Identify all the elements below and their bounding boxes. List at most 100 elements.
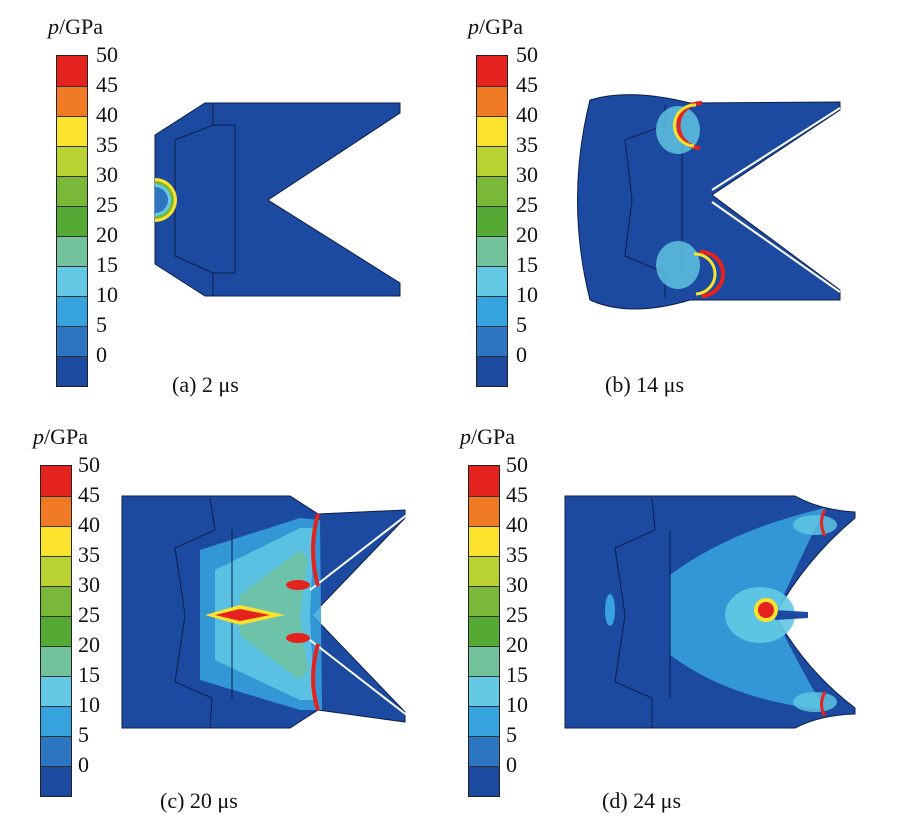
colorbar-segment	[477, 176, 507, 206]
colorbar-title-variable: p	[468, 14, 479, 39]
colorbar-tick-label: 0	[96, 342, 107, 367]
colorbar-segment	[477, 206, 507, 236]
colorbar-segment	[477, 266, 507, 296]
colorbar-tick-label: 30	[506, 572, 528, 597]
projectile-body	[154, 102, 401, 297]
colorbar-segment	[57, 56, 87, 86]
colorbar-tick-label: 0	[78, 752, 89, 777]
stagnation-point	[758, 602, 774, 618]
colorbar-tick-label: 20	[506, 632, 528, 657]
colorbar-segment	[57, 266, 87, 296]
colorbar-title: p/GPa	[468, 14, 523, 40]
panel-caption: (b) 14 μs	[605, 372, 685, 397]
colorbar-tick-label: 30	[78, 572, 100, 597]
colorbar-tick-label: 30	[516, 162, 538, 187]
shock-front	[155, 187, 168, 213]
colorbar-tick-label: 50	[516, 42, 538, 67]
colorbar-segment	[469, 556, 499, 586]
panel-caption: (c) 20 μs	[160, 788, 238, 813]
colorbar-segment	[469, 616, 499, 646]
pressure-field-d	[564, 495, 856, 729]
colorbar-tick-label: 10	[516, 282, 538, 307]
colorbar-segment	[57, 206, 87, 236]
colorbar-segment	[41, 526, 71, 556]
colorbar-tick-label: 15	[506, 662, 528, 687]
colorbar-tick-label: 5	[516, 312, 527, 337]
colorbar-segment	[477, 236, 507, 266]
colorbar-tick-label: 50	[78, 452, 100, 477]
colorbar-tick-label: 0	[516, 342, 527, 367]
shock-front	[699, 249, 725, 298]
colorbar-title-unit: /GPa	[59, 14, 103, 39]
colorbar-tick-label: 5	[78, 722, 89, 747]
colorbar-segment	[41, 496, 71, 526]
colorbar-segment	[57, 236, 87, 266]
shock-front	[673, 103, 697, 148]
colorbar-tick-label: 30	[96, 162, 118, 187]
colorbar-segment	[41, 646, 71, 676]
colorbar-tick-label: 45	[506, 482, 528, 507]
panel-b: p/GPa 50 45 40 35 30 25 20 15 10 5 0 (b) 14 μs	[420, 0, 870, 410]
colorbar-tick-label: 45	[96, 72, 118, 97]
slip-gap	[309, 513, 409, 591]
colorbar-tick-label: 20	[516, 222, 538, 247]
panel-a: p/GPa 50 45 40 35 30 25 20 15 10 5 0 (a) 2 μs	[0, 0, 450, 410]
colorbar-segment	[469, 466, 499, 496]
colorbar-segment	[57, 146, 87, 176]
colorbar-title-variable: p	[33, 424, 44, 449]
colorbar-tick-label: 25	[96, 192, 118, 217]
colorbar-segment	[469, 526, 499, 556]
colorbar-segment	[57, 296, 87, 326]
panel-c: p/GPa 50 45 40 35 30 25 20 15 10 5 0 (c) 20 μs	[0, 410, 450, 820]
colorbar	[56, 55, 88, 387]
colorbar-tick-label: 5	[96, 312, 107, 337]
colorbar-tick-label: 15	[78, 662, 100, 687]
panel-caption: (a) 2 μs	[172, 372, 239, 397]
pressure-zone	[793, 515, 837, 535]
colorbar-segment	[41, 616, 71, 646]
shock-front	[693, 252, 717, 296]
colorbar-segment	[469, 586, 499, 616]
colorbar-tick-label: 20	[78, 632, 100, 657]
pressure-field-a	[154, 102, 401, 297]
panel-caption: (d) 24 μs	[602, 788, 682, 813]
colorbar-segment	[57, 116, 87, 146]
colorbar-tick-label: 10	[78, 692, 100, 717]
colorbar-segment	[57, 176, 87, 206]
colorbar-segment	[477, 56, 507, 86]
colorbar-tick-label: 50	[96, 42, 118, 67]
colorbar-segment	[41, 466, 71, 496]
colorbar-tick-label: 10	[96, 282, 118, 307]
jet-core	[286, 580, 310, 590]
colorbar-tick-label: 35	[506, 542, 528, 567]
colorbar-segment	[41, 676, 71, 706]
colorbar-tick-label: 35	[96, 132, 118, 157]
colorbar	[40, 465, 72, 797]
colorbar-title: p/GPa	[48, 14, 103, 40]
jet-core	[286, 633, 310, 643]
colorbar-segment	[477, 356, 507, 386]
colorbar-tick-label: 25	[506, 602, 528, 627]
colorbar-segment	[469, 646, 499, 676]
shock-front	[311, 513, 320, 587]
colorbar-segment	[469, 706, 499, 736]
colorbar-title-variable: p	[460, 424, 471, 449]
colorbar	[476, 55, 508, 387]
colorbar-tick-label: 50	[506, 452, 528, 477]
colorbar-title: p/GPa	[460, 424, 515, 450]
colorbar-tick-label: 45	[78, 482, 100, 507]
mesh-line	[174, 497, 216, 729]
colorbar-segment	[477, 86, 507, 116]
colorbar-segment	[41, 736, 71, 766]
colorbar-title-unit: /GPa	[44, 424, 88, 449]
colorbar-tick-label: 40	[96, 102, 118, 127]
colorbar-tick-label: 45	[516, 72, 538, 97]
pressure-zone	[605, 594, 615, 626]
colorbar-segment	[57, 86, 87, 116]
colorbar-title-unit: /GPa	[471, 424, 515, 449]
colorbar-segment	[57, 356, 87, 386]
jet-core	[215, 609, 270, 621]
colorbar-segment	[41, 586, 71, 616]
shock-front	[820, 509, 827, 537]
colorbar-tick-label: 15	[516, 252, 538, 277]
